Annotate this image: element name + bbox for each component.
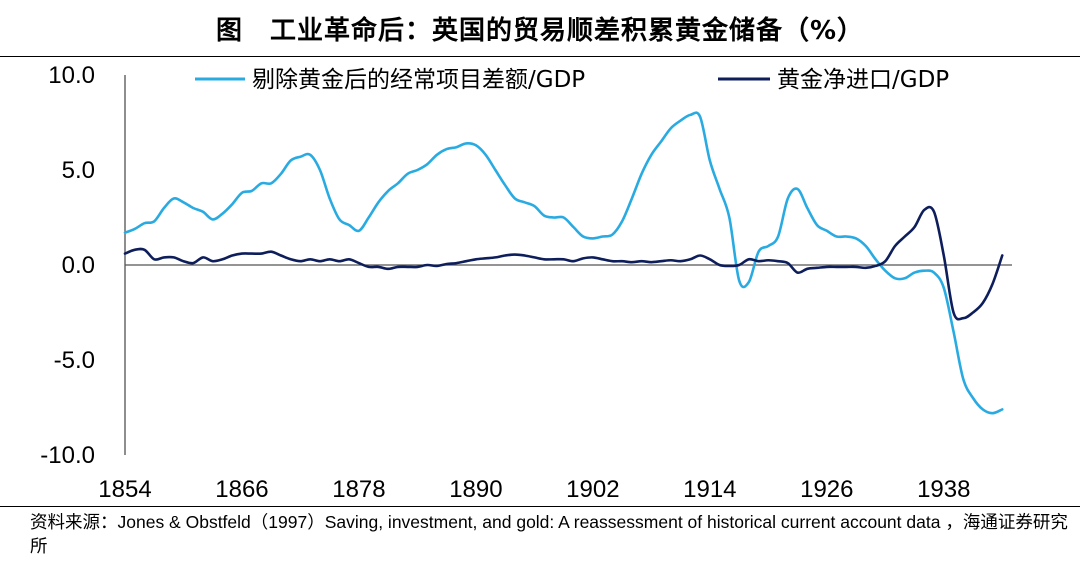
- series-lines: [123, 111, 1004, 415]
- net-gold-imports-line: [123, 205, 1004, 321]
- x-tick-label: 1926: [800, 476, 853, 503]
- x-tick-label: 1914: [683, 476, 736, 503]
- x-tick-label: 1854: [98, 476, 151, 503]
- legend-label: 剔除黄金后的经常项目差额/GDP: [252, 67, 585, 93]
- x-tick-label: 1890: [449, 476, 502, 503]
- chart-title: 图 工业革命后：英国的贸易顺差积累黄金储备（%）: [215, 16, 865, 46]
- y-tick-label: -5.0: [54, 347, 95, 374]
- title-divider: [0, 56, 1080, 57]
- current-account-ex-gold-line: [123, 111, 1004, 415]
- legend: 剔除黄金后的经常项目差额/GDP 黄金净进口/GDP: [195, 67, 949, 93]
- legend-label: 黄金净进口/GDP: [777, 67, 949, 93]
- x-tick-label: 1878: [332, 476, 385, 503]
- y-tick-label: 5.0: [62, 157, 95, 184]
- x-tick-label: 1866: [215, 476, 268, 503]
- x-tick-label: 1938: [917, 476, 970, 503]
- legend-current-account: 剔除黄金后的经常项目差额/GDP: [195, 67, 585, 93]
- footer-divider: [0, 506, 1080, 507]
- legend-gold-imports: 黄金净进口/GDP: [718, 67, 949, 93]
- source-text: 资料来源：Jones & Obstfeld（1997）Saving, inves…: [30, 512, 1068, 556]
- y-tick-label: 10.0: [48, 62, 95, 89]
- x-tick-label: 1902: [566, 476, 619, 503]
- source-note: 资料来源：Jones & Obstfeld（1997）Saving, inves…: [30, 510, 1070, 558]
- y-tick-label: -10.0: [40, 442, 95, 469]
- y-tick-label: 0.0: [62, 252, 95, 279]
